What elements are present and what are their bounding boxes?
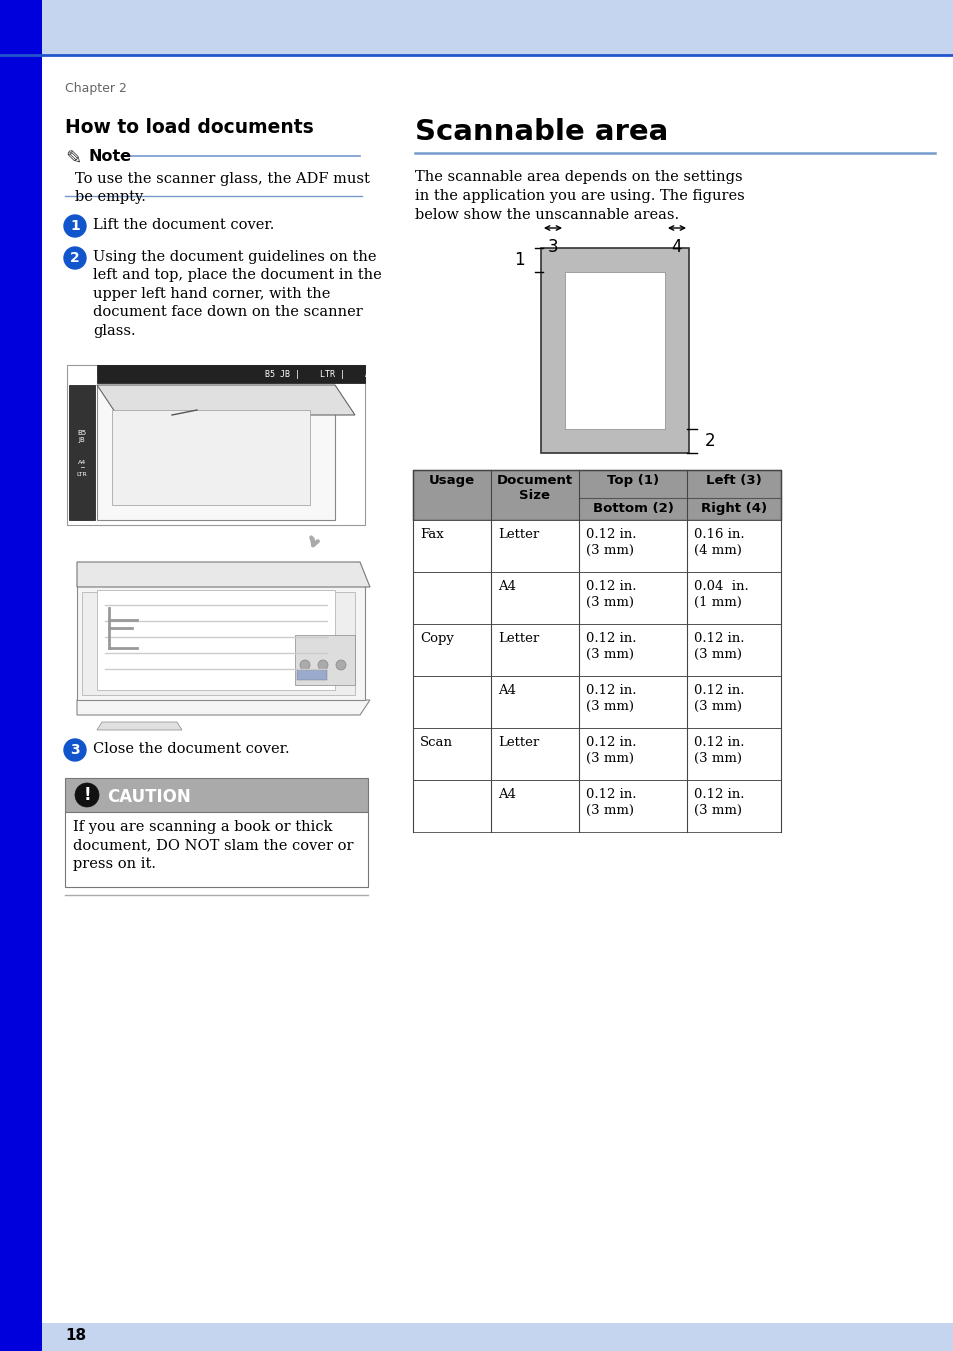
Text: Fax: Fax (419, 528, 443, 540)
Text: 0.12 in.
(3 mm): 0.12 in. (3 mm) (693, 736, 743, 765)
Circle shape (335, 661, 346, 670)
Text: 0.04  in.
(1 mm): 0.04 in. (1 mm) (693, 580, 748, 609)
Bar (0, 0, 42, 1351)
Text: Letter: Letter (497, 736, 538, 748)
Polygon shape (97, 385, 355, 415)
Text: Chapter 2: Chapter 2 (65, 82, 127, 95)
Text: Copy: Copy (419, 632, 454, 644)
Bar (97, 365, 365, 382)
Text: Top (1): Top (1) (606, 474, 659, 486)
Text: A4: A4 (497, 788, 516, 801)
Text: Lift the document cover.: Lift the document cover. (92, 218, 274, 232)
Circle shape (64, 247, 86, 269)
Bar (82, 592, 355, 694)
Text: Scan: Scan (419, 736, 453, 748)
Bar (65, 778, 368, 812)
Bar (413, 520, 781, 571)
Text: A4: A4 (497, 580, 516, 593)
Text: 3: 3 (71, 743, 80, 757)
Polygon shape (97, 721, 182, 730)
Bar (77, 582, 365, 700)
Text: 0.12 in.
(3 mm): 0.12 in. (3 mm) (585, 632, 636, 661)
Text: Using the document guidelines on the
left and top, place the document in the
upp: Using the document guidelines on the lef… (92, 250, 381, 338)
Text: CAUTION: CAUTION (107, 788, 191, 807)
Circle shape (64, 739, 86, 761)
Text: B5 JB |    LTR |    A4 |: B5 JB | LTR | A4 | (265, 370, 385, 380)
Bar (65, 812, 368, 888)
Text: The scannable area depends on the settings
in the application you are using. The: The scannable area depends on the settin… (415, 170, 744, 222)
Text: A4: A4 (497, 684, 516, 697)
Text: 18: 18 (65, 1328, 86, 1343)
Text: 0.12 in.
(3 mm): 0.12 in. (3 mm) (585, 736, 636, 765)
Text: How to load documents: How to load documents (65, 118, 314, 136)
Bar (112, 409, 310, 505)
Polygon shape (77, 562, 370, 586)
Text: Note: Note (89, 149, 132, 163)
Bar (69, 385, 95, 520)
Text: Left (3): Left (3) (705, 474, 761, 486)
Bar (296, 670, 327, 680)
Bar (413, 571, 781, 624)
Text: ↘: ↘ (73, 382, 90, 403)
Text: Right (4): Right (4) (700, 503, 766, 515)
Circle shape (64, 215, 86, 236)
Bar (564, 272, 664, 430)
Text: Close the document cover.: Close the document cover. (92, 742, 290, 757)
Text: Bottom (2): Bottom (2) (592, 503, 673, 515)
Text: 0.12 in.
(3 mm): 0.12 in. (3 mm) (693, 632, 743, 661)
Text: ✎: ✎ (65, 150, 81, 169)
Bar (413, 624, 781, 676)
Bar (294, 635, 355, 685)
Text: Letter: Letter (497, 528, 538, 540)
Text: A4
─
LTR: A4 ─ LTR (76, 459, 88, 477)
Text: 4: 4 (671, 238, 681, 255)
Bar (97, 385, 335, 520)
Bar (413, 676, 781, 728)
Text: 0.12 in.
(3 mm): 0.12 in. (3 mm) (585, 580, 636, 609)
Bar (0, 0, 953, 55)
Text: 1: 1 (71, 219, 80, 232)
Text: 0.12 in.
(3 mm): 0.12 in. (3 mm) (693, 684, 743, 713)
Text: 0.12 in.
(3 mm): 0.12 in. (3 mm) (585, 684, 636, 713)
Circle shape (299, 661, 310, 670)
Text: B5
JB: B5 JB (77, 430, 87, 443)
Text: If you are scanning a book or thick
document, DO NOT slam the cover or
press on : If you are scanning a book or thick docu… (73, 820, 354, 871)
Polygon shape (77, 700, 370, 715)
Text: 0.12 in.
(3 mm): 0.12 in. (3 mm) (585, 788, 636, 817)
Text: 0.12 in.
(3 mm): 0.12 in. (3 mm) (693, 788, 743, 817)
Text: 1: 1 (513, 251, 524, 269)
Bar (0, 1323, 953, 1351)
Text: 2: 2 (704, 432, 715, 450)
Bar (97, 590, 335, 690)
Text: Scannable area: Scannable area (415, 118, 667, 146)
Text: 0.16 in.
(4 mm): 0.16 in. (4 mm) (693, 528, 744, 557)
Circle shape (75, 784, 99, 807)
Circle shape (317, 661, 328, 670)
Bar (413, 780, 781, 832)
Text: 3: 3 (547, 238, 558, 255)
Text: 0.12 in.
(3 mm): 0.12 in. (3 mm) (585, 528, 636, 557)
Bar (413, 728, 781, 780)
Text: Document
Size: Document Size (497, 474, 573, 503)
Bar (67, 365, 365, 526)
Text: !: ! (83, 786, 91, 804)
Text: 2: 2 (71, 251, 80, 265)
Bar (540, 249, 688, 453)
Text: Usage: Usage (429, 474, 475, 486)
Text: Letter: Letter (497, 632, 538, 644)
Bar (413, 470, 781, 520)
Text: To use the scanner glass, the ADF must
be empty.: To use the scanner glass, the ADF must b… (75, 172, 370, 204)
